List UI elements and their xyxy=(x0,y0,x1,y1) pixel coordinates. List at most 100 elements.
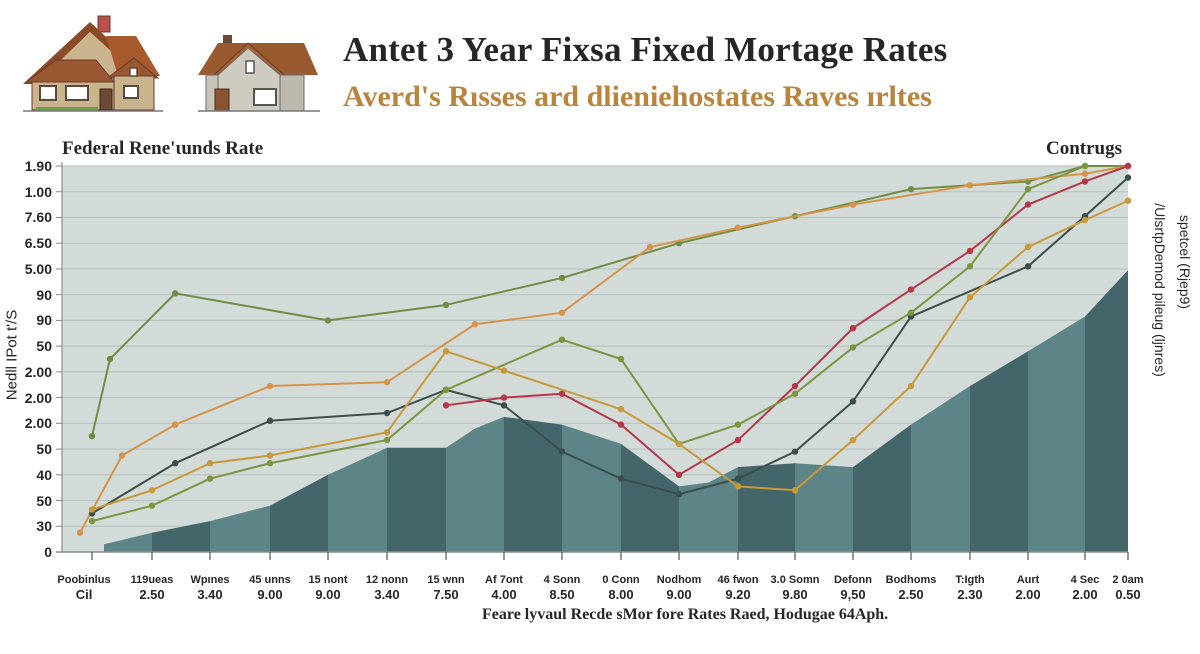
y-tick-label: 90 xyxy=(36,312,52,329)
data-point-marker xyxy=(558,336,566,343)
y-tick-label: 5.00 xyxy=(24,260,52,277)
x-tick-label-line2: 3.40 xyxy=(374,587,400,602)
data-point-marker xyxy=(442,402,450,409)
x-tick-label-line2: 8.00 xyxy=(608,587,634,602)
data-point-marker xyxy=(558,309,566,316)
data-point-marker xyxy=(791,487,799,494)
data-point-marker xyxy=(88,506,96,513)
data-point-marker xyxy=(849,324,857,332)
data-point-marker xyxy=(1081,170,1089,177)
x-tick-label: 3.0 Somn 9.80 xyxy=(755,574,835,602)
x-tick-label: Defonn 9,50 xyxy=(813,574,893,602)
x-tick-label-line1: 45 unns xyxy=(249,574,291,586)
data-point-marker xyxy=(1024,201,1032,208)
x-tick-label-line2: 9.00 xyxy=(666,587,692,602)
x-tick-label-line2: 7.50 xyxy=(433,587,459,602)
x-tick-label: 4 Sonn 8.50 xyxy=(522,574,602,602)
x-tick-label-line2: 0.50 xyxy=(1115,587,1141,602)
data-point-marker xyxy=(734,224,742,231)
data-point-marker xyxy=(734,475,742,482)
y-tick-label: 7.60 xyxy=(24,209,52,226)
x-tick-label-line2: 9.00 xyxy=(257,587,283,602)
y-tick-label: 40 xyxy=(36,466,52,483)
data-point-marker xyxy=(88,517,96,525)
x-tick-label-line2: 2.00 xyxy=(1015,587,1041,602)
data-point-marker xyxy=(88,433,96,440)
page-subtitle: Averd's Rısses ard dlieniehostates Raves… xyxy=(343,80,932,113)
data-point-marker xyxy=(148,502,156,509)
x-tick-label-line1: Nodhom xyxy=(656,574,702,586)
data-point-marker xyxy=(1024,243,1032,251)
data-point-marker xyxy=(907,185,915,193)
data-point-marker xyxy=(500,402,508,409)
y-tick-label: 2.00 xyxy=(24,415,52,432)
data-point-marker xyxy=(1081,216,1089,224)
y-tick-label: 50 xyxy=(36,441,52,458)
data-point-marker xyxy=(734,421,742,428)
x-tick-label-line2: 9.20 xyxy=(725,587,751,602)
x-tick-label-line2: 9.00 xyxy=(315,587,341,602)
data-point-marker xyxy=(675,490,683,498)
data-point-marker xyxy=(558,448,566,455)
data-point-marker xyxy=(266,382,274,390)
x-tick-label-line2: 9.80 xyxy=(782,587,808,602)
data-point-marker xyxy=(966,263,974,270)
x-axis-caption: Feare lyvaul Recde sMor fore Rates Raed,… xyxy=(482,606,889,623)
data-point-marker xyxy=(1124,197,1132,204)
header: Antet 3 Year Fixsa Fixed Mortage Rates A… xyxy=(0,0,1200,125)
x-tick-label-line1: Poobinlus xyxy=(57,574,111,586)
data-point-marker xyxy=(442,301,450,309)
data-point-marker xyxy=(646,243,654,251)
x-tick-label: 12 nonn 3.40 xyxy=(347,574,427,602)
y-tick-label: 50 xyxy=(36,338,52,355)
y-tick-label: 30 xyxy=(36,518,52,535)
data-point-marker xyxy=(106,355,114,363)
x-tick-label-line1: 4 Sonn xyxy=(543,574,581,586)
house-large-icon xyxy=(23,15,163,112)
x-tick-label-line2: 2.50 xyxy=(139,587,165,602)
x-tick-label: Af 7ont 4.00 xyxy=(464,574,544,602)
data-point-marker xyxy=(617,355,625,363)
data-point-marker xyxy=(383,436,391,444)
x-tick-label-line1: T:Igth xyxy=(955,574,985,586)
data-point-marker xyxy=(383,429,391,436)
data-point-marker xyxy=(1081,162,1089,170)
data-point-marker xyxy=(172,460,179,467)
data-point-marker xyxy=(849,344,857,351)
y2-axis-label-secondary: spetcel (Rjep9) xyxy=(1177,214,1193,310)
data-point-marker xyxy=(500,394,508,401)
data-point-marker xyxy=(442,348,450,355)
data-point-marker xyxy=(1124,174,1132,181)
data-point-marker xyxy=(617,475,625,482)
data-point-marker xyxy=(734,436,742,444)
x-tick-label-line2: 4.00 xyxy=(491,587,517,602)
data-point-marker xyxy=(266,452,274,459)
data-point-marker xyxy=(907,286,915,293)
y-tick-label: 6.50 xyxy=(24,235,52,252)
y-tick-label: 0 xyxy=(44,544,52,560)
x-tick-label-line1: Aurt xyxy=(1016,574,1040,586)
x-tick-label-line1: Wpınes xyxy=(190,574,230,586)
data-point-marker xyxy=(383,378,391,386)
x-tick-label-line1: 3.0 Somn xyxy=(770,574,820,586)
data-point-marker xyxy=(500,367,508,374)
y2-axis-label-primary: /UlsrtpDemod pileug (ljnres) xyxy=(1152,203,1168,377)
x-tick-label: 0 Conn 8.00 xyxy=(581,574,661,602)
data-point-marker xyxy=(1081,178,1089,185)
data-point-marker xyxy=(675,471,683,478)
x-tick-label: 4 Sec 2.00 xyxy=(1045,574,1125,602)
data-point-marker xyxy=(791,448,799,455)
data-point-marker xyxy=(76,529,84,536)
x-tick-label-line1: Af 7ont xyxy=(485,574,523,586)
x-tick-label-line1: 4 Sec xyxy=(1070,574,1100,586)
data-point-marker xyxy=(849,201,857,208)
y-tick-label: 1.00 xyxy=(24,183,52,200)
y-tick-label: 1.90 xyxy=(24,158,52,174)
data-point-marker xyxy=(1124,162,1132,170)
data-point-marker xyxy=(791,382,799,390)
x-tick-label: 45 unns 9.00 xyxy=(230,574,310,602)
data-point-marker xyxy=(907,309,915,316)
x-tick-label-line2: 3.40 xyxy=(197,587,223,602)
x-tick-label: Aurt 2.00 xyxy=(988,574,1068,602)
